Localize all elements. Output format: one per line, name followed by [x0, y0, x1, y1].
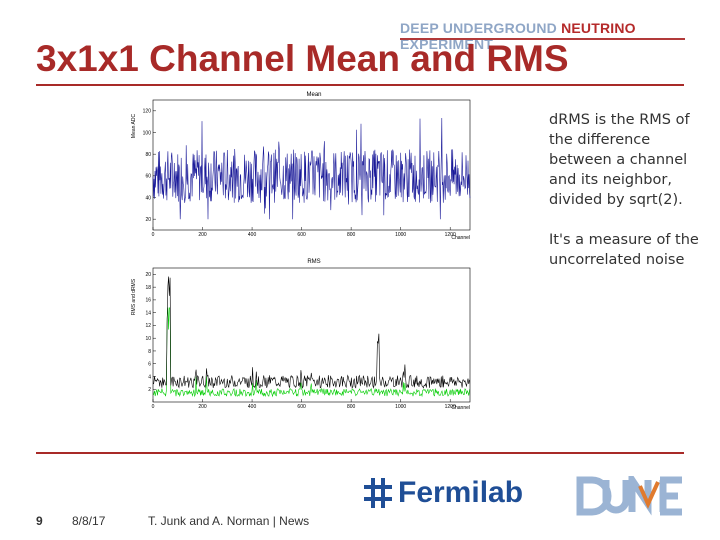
notes-paragraph-1: dRMS is the RMS of the difference betwee… [549, 112, 690, 208]
rms-y-tick-label-2: 6 [148, 362, 151, 368]
mean-x-tick-label-1: 200 [198, 232, 207, 238]
footer-rule [36, 452, 684, 454]
mean-x-tick-label-5: 1000 [395, 232, 406, 238]
footer-date: 8/8/17 [72, 514, 106, 528]
page-number: 9 [36, 514, 43, 528]
rms-y-tick-label-1: 4 [148, 374, 151, 380]
mean-y-tick-label-1: 40 [145, 195, 151, 201]
mean-x-tick-label-3: 600 [297, 232, 306, 238]
rms-x-tick-label-0: 0 [152, 404, 155, 410]
rms-x-tick-label-5: 1000 [395, 404, 406, 410]
rms-y-tick-label-5: 12 [145, 323, 151, 329]
mean-x-tick-label-2: 400 [248, 232, 257, 238]
mean-x-tick-label-6: 1200 [445, 232, 456, 238]
mean-x-axis-label: Channel [451, 235, 470, 241]
rms-y-axis-label: RMS and dRMS [131, 278, 137, 315]
mean-plot-frame [152, 99, 471, 231]
rms-y-tick-label-6: 14 [145, 310, 151, 316]
fermilab-wordmark: Fermilab [398, 476, 524, 509]
dune-logo [576, 468, 686, 521]
mean-x-tick-label-4: 800 [347, 232, 356, 238]
rms-y-tick-label-0: 2 [148, 387, 151, 393]
rms-chart: RMS RMS and dRMS Channel 0 200 400 600 800 10… [128, 252, 476, 412]
rms-x-tick-label-3: 600 [297, 404, 306, 410]
mean-y-axis-label: Mean ADC [131, 114, 137, 139]
dune-logo-graphic [576, 468, 682, 516]
mean-y-tick-label-2: 60 [145, 174, 151, 180]
drms-series-line [152, 307, 470, 398]
rms-x-tick-label-4: 800 [347, 404, 356, 410]
footer-authors: T. Junk and A. Norman | News [148, 514, 310, 528]
mean-y-tick-label-0: 20 [145, 217, 151, 223]
rms-x-axis-label: Channel [451, 405, 470, 411]
rms-y-tick-label-8: 18 [145, 285, 151, 291]
fermilab-icon [364, 478, 392, 508]
mean-chart-title: Mean [306, 92, 321, 98]
mean-x-tick-label-0: 0 [152, 232, 155, 238]
mean-chart-svg: Mean Mean ADC Channel 0 200 400 600 800 1000 1… [131, 92, 471, 241]
notes-paragraph-2: It's a measure of the uncorrelated noise [549, 232, 699, 268]
header-brand: DEEP UNDERGROUND NEUTRINO EXPERIMENT [400, 20, 636, 52]
rms-x-tick-label-6: 1200 [445, 404, 456, 410]
mean-y-tick-label-3: 80 [145, 152, 151, 158]
rms-x-tick-label-2: 400 [248, 404, 257, 410]
rms-y-tick-label-9: 20 [145, 272, 151, 278]
rms-plot-frame [152, 267, 471, 403]
rms-y-tick-label-7: 16 [145, 298, 151, 304]
mean-y-tick-label-4: 100 [143, 130, 152, 136]
rms-y-tick-label-3: 8 [148, 349, 151, 355]
mean-chart: Mean Mean ADC Channel 0 200 400 600 800 1000 1… [128, 88, 476, 248]
rms-chart-svg: RMS RMS and dRMS Channel 0 200 400 600 800 10… [131, 259, 471, 411]
mean-y-tick-label-5: 120 [143, 109, 152, 115]
rms-y-tick-label-4: 10 [145, 336, 151, 342]
rms-series-line [152, 276, 470, 389]
title-rule [36, 84, 684, 86]
header-rule [400, 38, 685, 40]
rms-chart-title: RMS [307, 259, 320, 265]
mean-series-line [152, 117, 471, 220]
notes-text: dRMS is the RMS of the difference betwee… [549, 110, 709, 290]
rms-x-tick-label-1: 200 [198, 404, 207, 410]
fermilab-logo: Fermilab [362, 476, 523, 510]
slide-title: 3x1x1 Channel Mean and RMS [36, 38, 569, 79]
